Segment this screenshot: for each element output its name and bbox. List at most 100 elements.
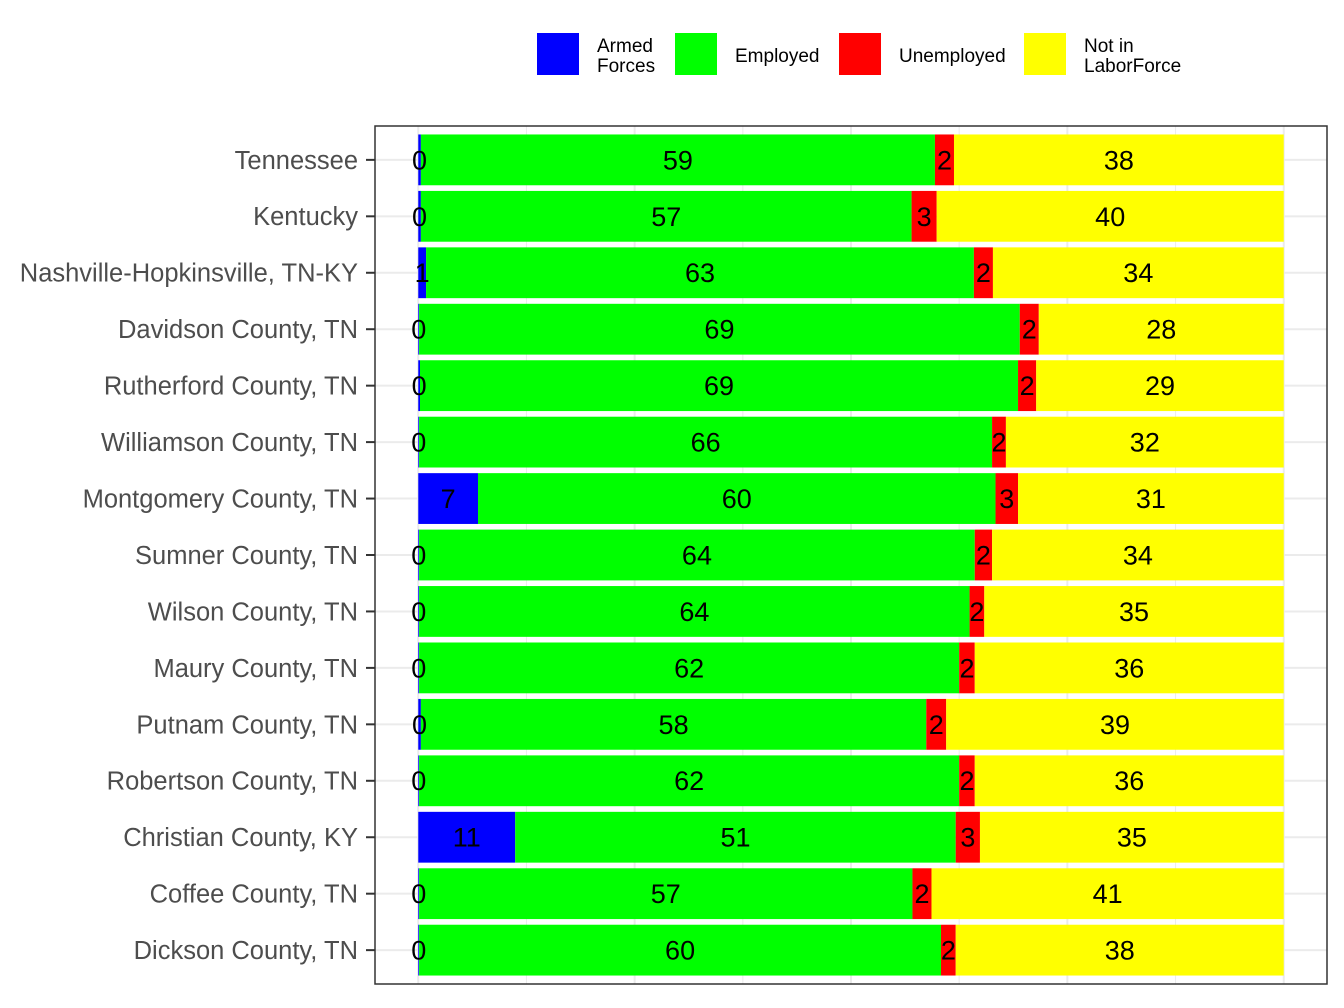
bar-segment-armed-forces (418, 303, 420, 355)
data-label-unemployed: 2 (976, 540, 991, 570)
data-label-unemployed: 3 (999, 484, 1014, 514)
data-label-unemployed: 2 (959, 766, 974, 796)
legend-item-unemployed: Unemployed (839, 33, 1006, 75)
data-label-employed: 59 (663, 145, 693, 175)
data-label-not-in-laborforce: 40 (1095, 202, 1125, 232)
data-label-not-in-laborforce: 36 (1114, 653, 1144, 683)
data-label-armed-forces: 0 (412, 145, 427, 175)
bar-segment-unemployed (973, 247, 993, 299)
legend-label-not-in-laborforce: Not in LaborForce (1084, 36, 1182, 77)
bar-segment-employed (419, 416, 993, 468)
legend-label-unemployed: Unemployed (899, 46, 1006, 67)
y-tick-label: Coffee County, TN (150, 881, 358, 909)
data-label-unemployed: 2 (937, 145, 952, 175)
bars (418, 134, 1284, 976)
legend-item-armed-forces: Armed Forces (537, 33, 655, 77)
data-label-not-in-laborforce: 36 (1114, 766, 1144, 796)
bar-segment-employed (420, 360, 1019, 412)
bar-segment-not-in-laborforce (931, 868, 1284, 920)
bar-segment-not-in-laborforce (992, 247, 1284, 299)
bar-segment-armed-forces (418, 811, 516, 863)
bar-segment-not-in-laborforce (1036, 360, 1284, 412)
bar-segment-unemployed (969, 586, 985, 637)
data-label-employed: 62 (674, 653, 704, 683)
legend-key-armed-forces (537, 33, 579, 75)
y-tick-label: Dickson County, TN (134, 937, 358, 965)
bar-segment-unemployed (1018, 360, 1037, 412)
data-label-not-in-laborforce: 41 (1093, 879, 1123, 909)
legend-label-employed: Employed (735, 46, 820, 67)
y-tick-label: Williamson County, TN (101, 429, 358, 457)
data-label-unemployed: 2 (969, 597, 984, 627)
bar-segment-armed-forces (418, 134, 421, 186)
bar-segment-unemployed (934, 134, 954, 186)
y-tick-label: Davidson County, TN (118, 316, 358, 344)
y-tick-label: Robertson County, TN (107, 768, 358, 796)
bar-segment-employed (419, 755, 960, 807)
legend-key-unemployed (839, 33, 881, 75)
data-label-not-in-laborforce: 38 (1105, 936, 1135, 966)
bar-segment-not-in-laborforce (974, 755, 1284, 807)
y-tick-label: Christian County, KY (123, 824, 358, 852)
data-label-armed-forces: 11 (453, 823, 481, 853)
legend-key-not-in-laborforce (1024, 33, 1066, 75)
bar-segment-armed-forces (418, 924, 420, 976)
bar-segment-employed (419, 924, 942, 976)
bar-segment-armed-forces (418, 190, 421, 242)
y-tick-label: Nashville-Hopkinsville, TN-KY (20, 260, 358, 288)
bar-segment-not-in-laborforce (979, 811, 1284, 863)
data-label-armed-forces: 0 (411, 315, 426, 345)
data-label-armed-forces: 0 (412, 710, 427, 740)
data-label-not-in-laborforce: 38 (1104, 145, 1134, 175)
y-tick-label: Kentucky (253, 203, 358, 231)
y-axis: Tennessee Kentucky Nashville-Hopkinsville,… (20, 147, 375, 965)
bar-segment-not-in-laborforce (974, 642, 1284, 694)
data-label-not-in-laborforce: 28 (1146, 315, 1176, 345)
data-label-unemployed: 2 (976, 258, 991, 288)
data-label-unemployed: 2 (959, 653, 974, 683)
data-label-unemployed: 2 (914, 879, 929, 909)
data-label-employed: 69 (704, 315, 734, 345)
bar-segment-employed (426, 247, 974, 299)
bar-segment-armed-forces (418, 755, 420, 807)
data-label-armed-forces: 1 (415, 258, 430, 288)
data-label-employed: 57 (651, 879, 681, 909)
data-label-employed: 58 (659, 710, 689, 740)
bar-segment-employed (419, 868, 913, 920)
y-tick-label: Rutherford County, TN (104, 373, 358, 401)
data-label-not-in-laborforce: 35 (1117, 823, 1147, 853)
data-label-unemployed: 2 (929, 710, 944, 740)
data-label-not-in-laborforce: 31 (1136, 484, 1166, 514)
data-label-armed-forces: 0 (411, 766, 426, 796)
bar-segment-unemployed (1019, 303, 1039, 355)
legend-key-employed (675, 33, 717, 75)
bar-segment-armed-forces (418, 360, 421, 412)
bar-segment-not-in-laborforce (1038, 303, 1284, 355)
bar-segment-not-in-laborforce (953, 134, 1284, 186)
bar-segment-employed (419, 303, 1020, 355)
data-label-armed-forces: 0 (411, 936, 426, 966)
y-tick-label: Wilson County, TN (148, 598, 358, 626)
data-label-unemployed: 3 (917, 202, 932, 232)
bar-segment-employed (419, 586, 970, 637)
bar-segment-employed (477, 473, 996, 524)
legend-item-employed: Employed (675, 33, 820, 75)
data-label-employed: 64 (682, 540, 712, 570)
data-label-armed-forces: 0 (411, 540, 426, 570)
data-label-not-in-laborforce: 39 (1100, 710, 1130, 740)
data-label-armed-forces: 0 (412, 202, 427, 232)
bar-segment-not-in-laborforce (955, 924, 1284, 976)
bar-segment-unemployed (912, 868, 932, 920)
bar-segment-unemployed (974, 529, 993, 581)
bar-segment-not-in-laborforce (1018, 473, 1284, 524)
bar-segment-unemployed (926, 698, 947, 750)
data-label-not-in-laborforce: 34 (1123, 258, 1153, 288)
data-label-not-in-laborforce: 35 (1119, 597, 1149, 627)
data-label-employed: 57 (651, 202, 681, 232)
bar-segment-armed-forces (418, 473, 478, 524)
y-tick-label: Maury County, TN (153, 655, 358, 683)
data-label-unemployed: 2 (991, 428, 1006, 458)
data-label-armed-forces: 0 (411, 428, 426, 458)
y-tick-label: Montgomery County, TN (83, 485, 358, 513)
